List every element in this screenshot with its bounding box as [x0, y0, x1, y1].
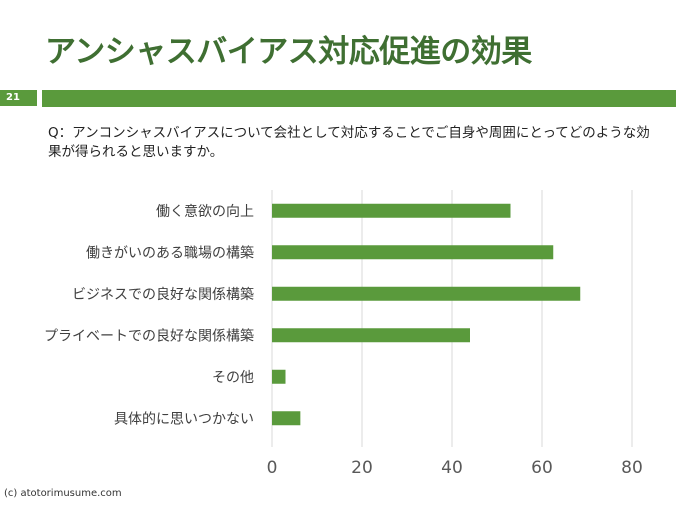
- x-tick-label: 80: [621, 458, 643, 478]
- header-accent-bar: [42, 90, 676, 107]
- category-label: 働く意欲の向上: [156, 203, 254, 220]
- x-tick-label: 0: [267, 458, 278, 478]
- bar: [272, 203, 511, 218]
- page-title: アンシャスバイアス対応促進の効果: [45, 34, 532, 70]
- chart-bars: [272, 203, 581, 426]
- bar: [272, 286, 581, 301]
- bar-chart: 働く意欲の向上働きがいのある職場の構築ビジネスでの良好な関係構築プライベートでの…: [44, 190, 643, 478]
- x-tick-label: 60: [531, 458, 553, 478]
- chart-tick-labels: 0 20 40 60 80: [267, 458, 643, 478]
- page-number-badge: 21: [0, 90, 37, 106]
- chart-category-labels: 働く意欲の向上働きがいのある職場の構築ビジネスでの良好な関係構築プライベートでの…: [44, 203, 254, 428]
- category-label: ビジネスでの良好な関係構築: [72, 287, 254, 303]
- bar: [272, 411, 301, 426]
- survey-question: Q：アンコンシャスバイアスについて会社として対応することでご自身や周囲にとってど…: [48, 125, 650, 160]
- bar: [272, 328, 470, 343]
- category-label: プライベートでの良好な関係構築: [44, 328, 254, 344]
- chart-gridlines: [271, 190, 633, 447]
- category-label: その他: [212, 370, 254, 386]
- category-label: 働きがいのある職場の構築: [86, 245, 254, 261]
- bar: [272, 369, 286, 384]
- x-tick-label: 20: [351, 458, 373, 478]
- category-label: 具体的に思いつかない: [114, 411, 254, 427]
- bar: [272, 245, 554, 260]
- x-tick-label: 40: [441, 458, 463, 478]
- copyright-notice: (c) atotorimusume.com: [4, 488, 122, 499]
